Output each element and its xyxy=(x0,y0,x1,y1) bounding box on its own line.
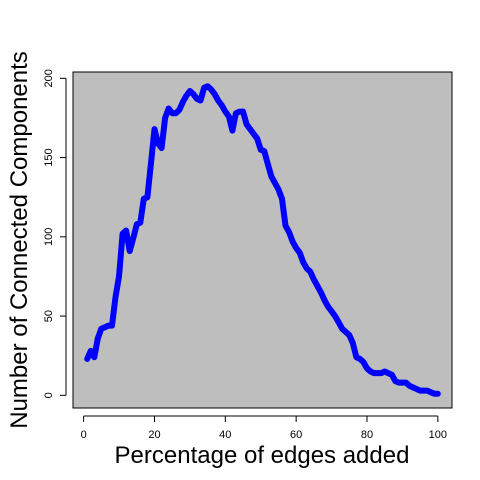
y-axis: 0 50 100 150 200 xyxy=(43,69,67,398)
x-axis: 0 20 40 60 80 100 xyxy=(81,415,447,441)
x-axis-title: Percentage of edges added xyxy=(115,442,410,469)
y-tick-label: 50 xyxy=(43,310,55,322)
x-tick-label: 60 xyxy=(290,429,302,441)
y-tick-label: 0 xyxy=(43,392,55,398)
y-tick-label: 150 xyxy=(43,148,55,166)
x-tick-label: 80 xyxy=(361,429,373,441)
y-tick-label: 200 xyxy=(43,69,55,87)
x-tick-label: 100 xyxy=(429,429,447,441)
x-tick-label: 20 xyxy=(148,429,160,441)
x-tick-label: 40 xyxy=(219,429,231,441)
plot-background xyxy=(73,72,452,408)
plot-border xyxy=(72,71,453,409)
series-line xyxy=(84,83,441,397)
y-axis-title: Number of Connected Components xyxy=(6,51,33,429)
y-tick-label: 100 xyxy=(43,228,55,246)
x-tick-label: 0 xyxy=(81,429,87,441)
